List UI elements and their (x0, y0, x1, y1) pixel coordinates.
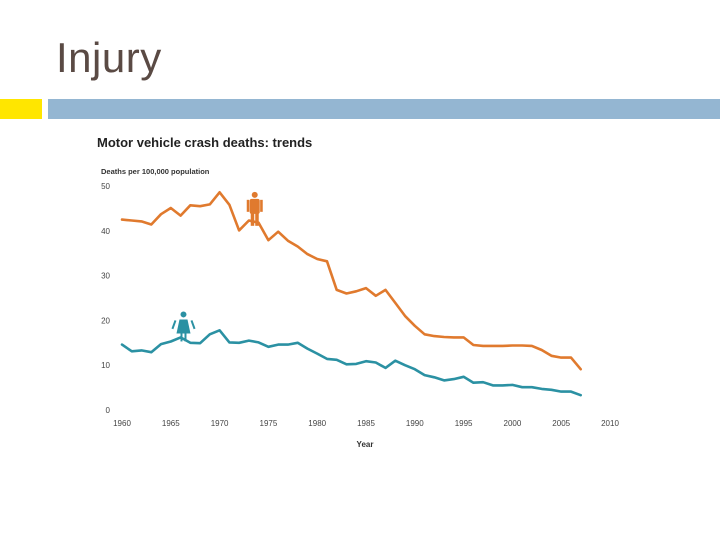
x-tick-labels: 1960 1965 1970 1975 1980 1985 1990 1995 2000 2005… (113, 419, 619, 428)
y-tick-label: 40 (101, 227, 110, 236)
y-tick-label: 10 (101, 361, 110, 370)
y-tick-labels: 0 10 20 30 40 50 (101, 182, 110, 415)
female-figure-icon (171, 311, 196, 342)
x-tick-label: 2005 (552, 419, 570, 428)
series-line-female (120, 329, 582, 397)
x-tick-label: 1995 (455, 419, 473, 428)
x-tick-label: 1985 (357, 419, 375, 428)
series-lines (120, 191, 582, 397)
x-tick-label: 1965 (162, 419, 180, 428)
accent-bar-yellow (0, 99, 42, 119)
x-tick-label: 2000 (504, 419, 522, 428)
y-tick-label: 20 (101, 316, 110, 325)
accent-bar-blue (48, 99, 720, 119)
y-axis-label: Deaths per 100,000 population (101, 167, 210, 176)
x-axis-label: Year (357, 440, 374, 449)
x-tick-label: 1990 (406, 419, 424, 428)
x-tick-label: 1975 (260, 419, 278, 428)
y-tick-label: 0 (106, 406, 111, 415)
x-tick-label: 1960 (113, 419, 131, 428)
x-tick-label: 1970 (211, 419, 229, 428)
slide-title: Injury (56, 34, 162, 81)
series-icons (171, 191, 263, 342)
y-tick-label: 50 (101, 182, 110, 191)
male-figure-icon (246, 191, 263, 226)
y-tick-label: 30 (101, 272, 110, 281)
x-tick-label: 2010 (601, 419, 619, 428)
series-line-male (120, 191, 582, 371)
x-tick-label: 1980 (308, 419, 326, 428)
chart-title: Motor vehicle crash deaths: trends (97, 135, 312, 150)
